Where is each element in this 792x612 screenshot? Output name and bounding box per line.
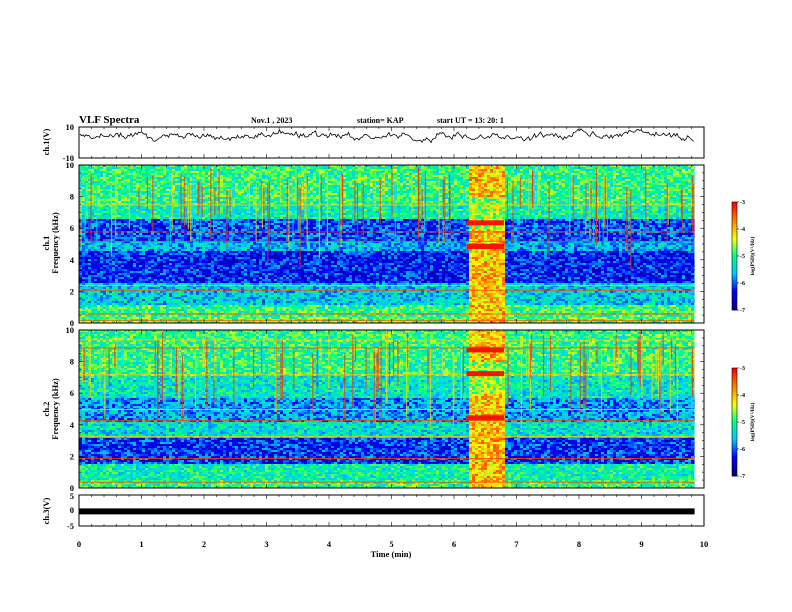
colorbar-tick-label: -7 (740, 474, 745, 480)
colorbar-tick-label: -3 (740, 200, 745, 206)
ch1-spec-ytick: 6 (70, 223, 74, 233)
ch1-spectrogram-heatmap (79, 165, 704, 323)
ch1-spec-ytick: 8 (70, 192, 74, 202)
x-tick-label: 6 (452, 539, 456, 549)
ch2-spec-ytick: 4 (70, 420, 75, 430)
ch1-spec-ylabel-freq: Frequency (kHz) (50, 212, 60, 274)
ch3-waveform-panel: 5 0 -5 ch.3(V) (41, 491, 705, 531)
start-time-label: start UT = 13: 20: 1 (437, 116, 504, 125)
x-tick-label: 3 (264, 539, 268, 549)
ch1-colorbar: -3 -4 -5 -6 -7 log(PSD)(V²/Hz) (731, 200, 756, 314)
ch3-ytick-mid: 0 (70, 505, 74, 515)
ch1-ytick-top: 10 (66, 122, 75, 132)
ch1-spec-ytick: 4 (70, 255, 75, 265)
ch1-spec-ytick: 0 (70, 318, 74, 328)
ch3-ylabel: ch.3(V) (41, 497, 51, 524)
ch2-spectrogram-heatmap (79, 330, 704, 488)
colorbar-tick-label: -3 (740, 366, 745, 372)
ch1-ylabel: ch.1(V) (41, 128, 51, 155)
ch2-spec-ytick: 10 (66, 325, 75, 335)
x-tick-label: 5 (389, 539, 393, 549)
ch2-spectrogram-panel: ch.2 Frequency (kHz) (41, 329, 705, 489)
ch1-waveform-line (79, 128, 694, 144)
colorbar-tick-label: -5 (740, 254, 745, 260)
ch1-ytick-bottom: -10 (63, 153, 74, 163)
ch1-waveform-panel: 10 -10 ch.1(V) (41, 122, 705, 163)
station-label: station= KAP (357, 116, 404, 125)
ch1-spec-ylabel-channel: ch.1 (41, 236, 51, 251)
ch3-level-band (79, 508, 695, 515)
x-tick-label: 2 (202, 539, 206, 549)
ch2-colorbar: -3 -4 -5 -6 -7 log(PSD)(V²/Hz) (731, 366, 756, 480)
x-axis-label: Time (min) (371, 549, 412, 559)
colorbar-tick-label: -6 (740, 281, 745, 287)
ch3-ytick-top: 5 (70, 491, 74, 501)
colorbar-tick-label: -5 (740, 420, 745, 426)
colorbar-label: log(PSD)(V²/Hz) (749, 237, 756, 276)
ch1-spectrogram-panel: ch.1 Frequency (kHz) (41, 164, 705, 324)
x-tick-label: 8 (577, 539, 581, 549)
ch1-spec-ytick: 2 (70, 286, 74, 296)
date-label: Nov.1 , 2023 (251, 116, 292, 125)
colorbar-tick-label: -6 (740, 447, 745, 453)
ch3-ytick-bottom: -5 (67, 521, 74, 531)
figure-title: VLF Spectra (79, 114, 140, 126)
colorbar-tick-label: -7 (740, 308, 745, 314)
ch2-spec-ytick: 2 (70, 451, 74, 461)
x-tick-label: 0 (77, 539, 81, 549)
ch2-spec-ylabel-freq: Frequency (kHz) (50, 378, 60, 440)
x-tick-label: 10 (700, 539, 709, 549)
ch2-spec-ytick: 6 (70, 388, 74, 398)
x-tick-label: 9 (639, 539, 643, 549)
colorbar-tick-label: -4 (740, 227, 745, 233)
ch1-spec-ytick: 10 (66, 160, 75, 170)
ch2-spec-ytick: 8 (70, 357, 74, 367)
colorbar-label: log(PSD)(V²/Hz) (749, 403, 756, 442)
ch2-spec-ylabel-channel: ch.2 (41, 402, 51, 417)
ch2-spec-ytick: 0 (70, 483, 74, 493)
x-tick-label: 1 (139, 539, 143, 549)
x-tick-label: 7 (514, 539, 519, 549)
colorbar-tick-label: -4 (740, 393, 745, 399)
x-tick-label: 4 (327, 539, 332, 549)
